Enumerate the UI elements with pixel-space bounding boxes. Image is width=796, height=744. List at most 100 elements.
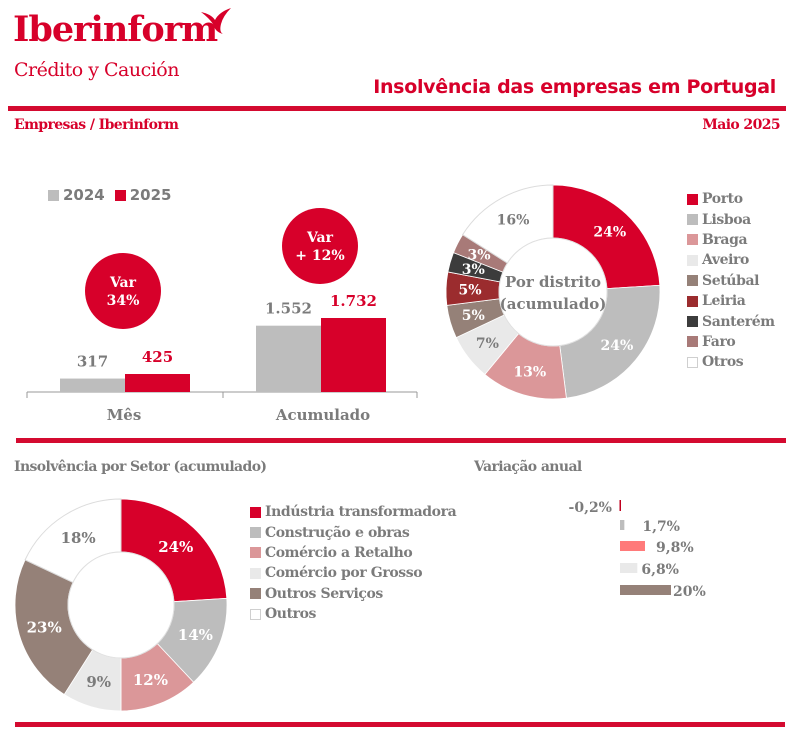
legend-item: Indústria transformadora (250, 502, 457, 522)
variation-value-label: -0,2% (569, 500, 612, 516)
legend-swatch (250, 506, 261, 518)
donut-slice-label: 18% (61, 529, 96, 547)
legend-item: Aveiro (687, 250, 775, 270)
variation-badge-label: Var (306, 230, 334, 246)
donut-hole (67, 551, 175, 659)
legend-label: 2025 (129, 186, 172, 204)
bar-2025-mes (125, 374, 190, 392)
bar-2025-acumulado (321, 318, 386, 392)
legend-item: Leiria (687, 291, 775, 311)
legend-label: Outros (265, 606, 317, 623)
variation-bar (619, 500, 621, 511)
bar-value-label: 1.732 (330, 292, 377, 310)
source-label: Empresas / Iberinform (14, 117, 179, 133)
legend-item: Lisboa (687, 209, 775, 229)
legend-label: Braga (702, 231, 748, 248)
bar-value-label: 1.552 (265, 300, 312, 318)
legend-item: Otros (687, 352, 775, 372)
legend-swatch (48, 189, 59, 201)
variation-bar (620, 520, 625, 530)
legend-label: Indústria transformadora (265, 504, 457, 521)
legend-item: Porto (687, 189, 775, 209)
section-divider (16, 438, 786, 443)
legend-item-2025: 2025 (114, 186, 172, 204)
legend-label: Lisboa (702, 211, 751, 228)
annual-variation-title: Variação anual (474, 459, 582, 475)
donut-slice-label: 9% (86, 673, 111, 691)
legend-label: Santerém (702, 313, 775, 330)
variation-badge-label: Var (109, 275, 137, 291)
legend-swatch (687, 316, 698, 328)
variation-bar (620, 563, 638, 573)
legend-swatch (250, 567, 261, 579)
variation-badge (85, 253, 161, 329)
variation-value-label: 1,7% (642, 519, 680, 535)
legend-item: Setúbal (687, 271, 775, 291)
donut-slice-label: 13% (513, 365, 546, 381)
x-tick-label: Acumulado (275, 406, 370, 424)
legend-swatch (250, 608, 261, 620)
donut-slice-label: 14% (178, 626, 213, 644)
legend-label: Faro (702, 333, 736, 350)
legend-swatch (687, 254, 698, 266)
legend-label: Comércio por Grosso (265, 565, 423, 582)
donut-slice-label: 3% (462, 262, 485, 278)
legend-label: Otros (702, 354, 744, 371)
variation-badge-value: 34% (107, 293, 140, 309)
donut-slice-label: 5% (459, 282, 482, 298)
header-divider (8, 106, 786, 111)
legend-swatch (687, 214, 698, 226)
legend-item: Comércio a Retalho (250, 543, 456, 563)
variation-bar (620, 541, 645, 551)
legend-swatch (687, 193, 698, 205)
brand-logo-subtitle: Crédito y Caución (14, 59, 180, 81)
variation-badge-value: + 12% (295, 248, 344, 264)
legend-label: Porto (702, 191, 743, 208)
annual-variation-chart: -0,2% 1,7% 9,8% 6,8% 20% (569, 500, 706, 600)
district-donut-chart: 24% 24% 13% 7% 5% 5% 3%3% 16% Por distrito (acumu… (445, 184, 661, 400)
legend-item: Braga (687, 230, 775, 250)
variation-bar (620, 585, 671, 595)
brand-logo-name: Iberinform (13, 9, 218, 50)
page-title: Insolvência das empresas em Portugal (373, 76, 776, 98)
legend-swatch (687, 295, 698, 307)
bar-chart-legend: 2024 2025 (48, 186, 172, 204)
legend-item: Comércio por Grosso (250, 563, 456, 583)
legend-swatch (114, 189, 126, 201)
donut-slice-label: 24% (601, 338, 634, 354)
sector-chart-title: Insolvência por Setor (acumulado) (14, 459, 267, 475)
legend-swatch (250, 547, 261, 559)
donut-slice-label: 16% (497, 212, 530, 228)
insolvency-bar-chart: 317 425 Mês 1.552 1.732 Acumulado Var 34% Var + 1… (26, 208, 418, 424)
donut-slice-label: 24% (593, 225, 626, 241)
legend-swatch (250, 527, 261, 539)
legend-swatch (250, 588, 261, 600)
sector-legend: Indústria transformadora Construção e obr… (250, 502, 457, 624)
donut-center-label: (acumulado) (500, 295, 607, 313)
date-label: Maio 2025 (702, 117, 780, 133)
legend-item: Construção e obras (250, 522, 456, 542)
donut-slice-label: 24% (158, 538, 193, 556)
donut-slice-label: 5% (462, 308, 485, 324)
legend-label: Outros Serviços (265, 585, 383, 602)
variation-value-label: 6,8% (641, 562, 679, 578)
sector-donut-chart: 24% 14% 12% 9% 23% 18% (14, 498, 228, 712)
donut-slice-label: 23% (27, 619, 62, 637)
legend-label: Leiria (702, 293, 746, 310)
x-tick-label: Mês (107, 406, 142, 424)
legend-item: Outros (250, 604, 456, 624)
variation-value-label: 20% (673, 584, 706, 600)
variation-value-label: 9,8% (656, 540, 694, 556)
donut-hole (498, 237, 608, 347)
legend-label: Comércio a Retalho (265, 544, 413, 561)
variation-badge (282, 208, 358, 284)
footer-divider (15, 722, 785, 727)
bar-value-label: 317 (77, 353, 108, 371)
donut-center-label: Por distrito (505, 273, 601, 291)
legend-label: Aveiro (702, 252, 749, 269)
legend-swatch (687, 336, 698, 348)
legend-swatch (687, 275, 698, 287)
legend-item: Outros Serviços (250, 584, 456, 604)
legend-item-2024: 2024 (48, 186, 105, 204)
legend-item: Faro (687, 332, 775, 352)
